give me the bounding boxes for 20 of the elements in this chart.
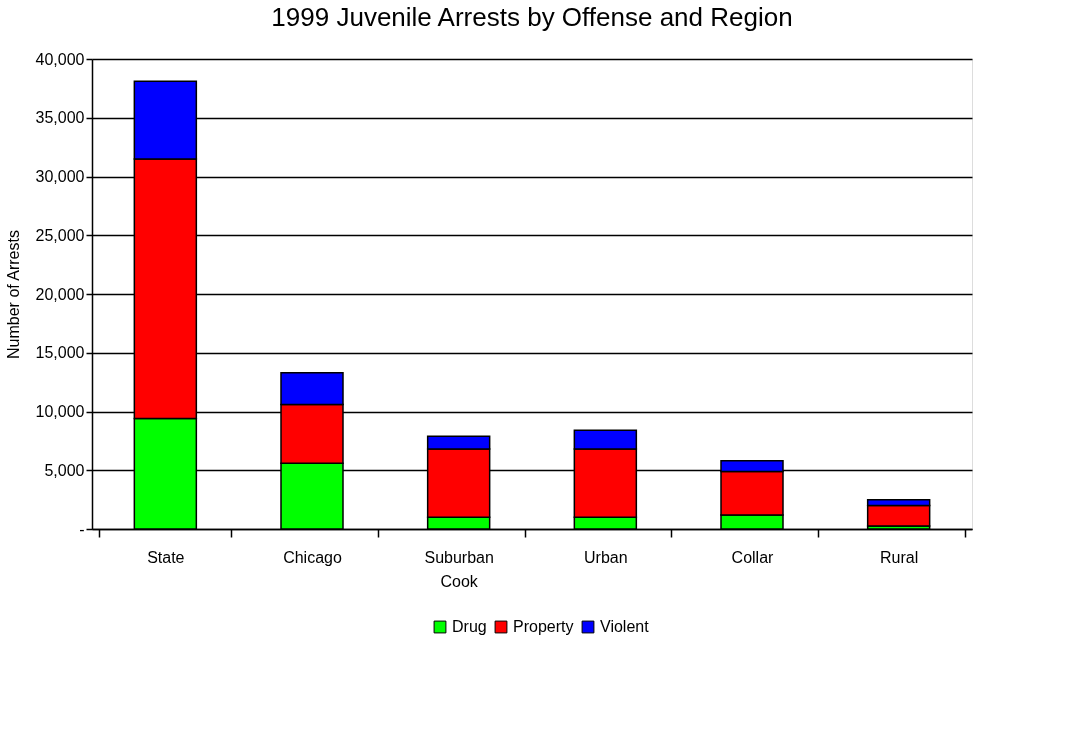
x-tick-label: Collar bbox=[731, 548, 775, 566]
y-tick-label: 10,000 bbox=[35, 403, 85, 420]
x-tick-label: Suburban Cook bbox=[424, 548, 494, 590]
y-tick-label: 40,000 bbox=[35, 50, 85, 68]
y-tick-label: 15,000 bbox=[35, 344, 85, 362]
x-tick-label: Rural bbox=[880, 548, 919, 566]
y-tick-label: - bbox=[79, 520, 85, 538]
legend-label: Property bbox=[513, 618, 574, 635]
chart-title: 1999 Juvenile Arrests by Offense and Region bbox=[271, 2, 793, 32]
legend-label: Violent bbox=[600, 618, 650, 635]
x-tick-label: Urban bbox=[584, 548, 628, 566]
y-tick-label: 20,000 bbox=[35, 285, 85, 303]
y-tick-label: 5,000 bbox=[44, 461, 85, 479]
y-tick-label: 35,000 bbox=[35, 109, 85, 127]
x-tick-label: Chicago bbox=[283, 548, 342, 566]
y-axis-title: Number of Arrests bbox=[4, 230, 22, 359]
x-tick-label: State bbox=[147, 548, 185, 566]
y-tick-label: 30,000 bbox=[35, 168, 85, 185]
y-tick-label: 25,000 bbox=[35, 226, 85, 244]
legend-label: Drug bbox=[452, 618, 487, 635]
